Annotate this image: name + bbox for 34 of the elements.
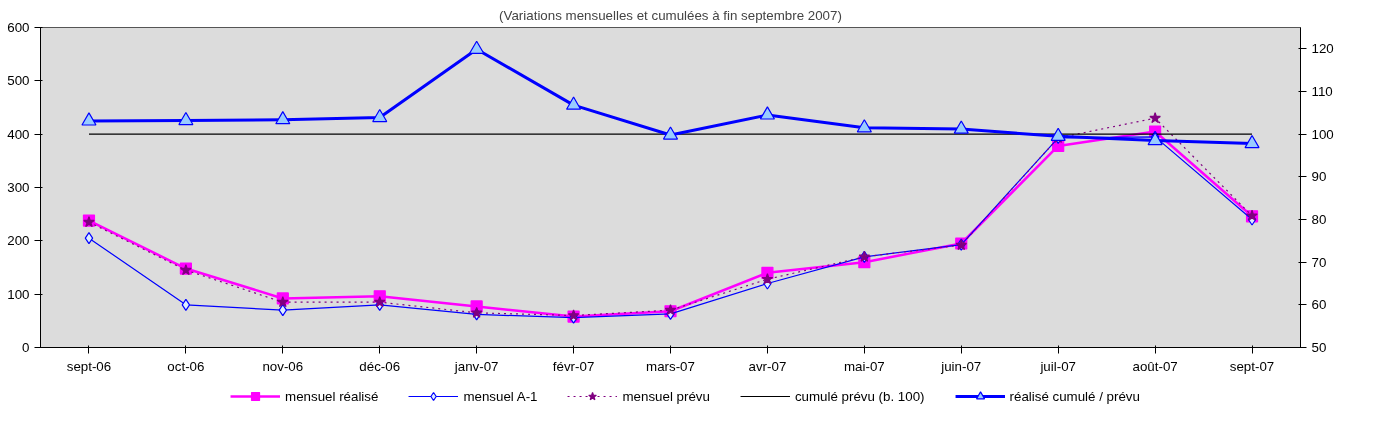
x-tick-label: sept-07 xyxy=(1229,358,1275,374)
x-tick-label: avr-07 xyxy=(748,358,787,374)
x-tick-label: août-07 xyxy=(1132,358,1178,374)
y2-tick-label: 120 xyxy=(1311,41,1334,57)
x-tick-label: juin-07 xyxy=(940,358,982,374)
y2-tick-label: 90 xyxy=(1311,169,1327,185)
y2-tick-label: 50 xyxy=(1311,340,1327,355)
y2-tick-label: 70 xyxy=(1311,254,1327,270)
y-tick-label: 100 xyxy=(7,286,30,302)
x-tick-label: févr-07 xyxy=(552,358,595,374)
y-tick-label: 400 xyxy=(7,126,30,142)
x-tick-label: nov-06 xyxy=(262,358,304,374)
y2-tick-label: 100 xyxy=(1311,126,1334,142)
y-tick-label: 0 xyxy=(22,340,30,355)
y2-tick-label: 80 xyxy=(1311,212,1327,227)
x-tick-label: mars-07 xyxy=(646,358,695,374)
y-tick-label: 200 xyxy=(7,233,30,249)
x-tick-label: janv-07 xyxy=(453,358,499,374)
legend-label: mensuel réalisé xyxy=(285,388,379,404)
x-tick-label: mai-07 xyxy=(843,358,885,374)
y-tick-label: 600 xyxy=(7,20,30,35)
legend-label: réalisé cumulé / prévu xyxy=(1009,388,1140,404)
x-tick-label: déc-06 xyxy=(359,358,401,374)
x-tick-label: juil-07 xyxy=(1039,358,1076,374)
legend-label: mensuel A-1 xyxy=(463,388,538,404)
x-tick-label: oct-06 xyxy=(167,358,205,374)
x-tick-label: sept-06 xyxy=(66,358,112,374)
y2-tick-label: 110 xyxy=(1311,84,1333,99)
chart-title: (Variations mensuelles et cumulées à fin septembre 2007) xyxy=(499,7,842,23)
y-tick-label: 500 xyxy=(7,73,30,89)
legend-label: cumulé prévu (b. 100) xyxy=(794,388,925,404)
y2-tick-label: 60 xyxy=(1311,297,1327,313)
y-tick-label: 300 xyxy=(7,180,30,195)
legend-label: mensuel prévu xyxy=(622,388,710,404)
